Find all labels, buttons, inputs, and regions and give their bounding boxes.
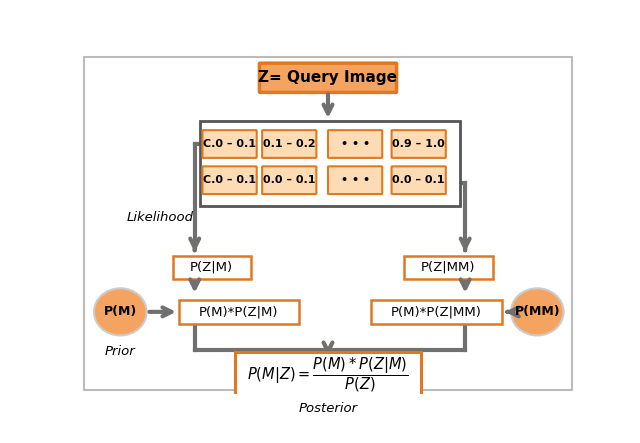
Text: 0.1 – 0.2: 0.1 – 0.2 xyxy=(263,139,316,149)
Text: P(M)*P(Z|M): P(M)*P(Z|M) xyxy=(199,305,278,319)
FancyBboxPatch shape xyxy=(259,63,397,93)
Text: 0.0 – 0.1: 0.0 – 0.1 xyxy=(392,175,445,185)
FancyBboxPatch shape xyxy=(202,167,257,194)
FancyBboxPatch shape xyxy=(202,130,257,158)
Text: P(Z|MM): P(Z|MM) xyxy=(421,261,476,274)
Bar xyxy=(404,256,493,279)
Text: • • •: • • • xyxy=(340,139,370,149)
Text: Likelihood: Likelihood xyxy=(127,211,193,224)
FancyBboxPatch shape xyxy=(392,130,446,158)
Text: • • •: • • • xyxy=(340,175,370,185)
Bar xyxy=(371,299,502,324)
Text: Z= Query Image: Z= Query Image xyxy=(259,70,397,85)
Text: $P(M|Z) = \dfrac{P(M) * P(Z|M)}{P(Z)}$: $P(M|Z) = \dfrac{P(M) * P(Z|M)}{P(Z)}$ xyxy=(247,356,409,394)
Text: 0.0 – 0.1: 0.0 – 0.1 xyxy=(263,175,316,185)
Bar xyxy=(179,299,299,324)
Bar xyxy=(200,121,460,206)
FancyBboxPatch shape xyxy=(392,167,446,194)
Bar xyxy=(235,352,421,398)
Text: P(M)*P(Z|MM): P(M)*P(Z|MM) xyxy=(391,305,482,319)
FancyBboxPatch shape xyxy=(262,167,316,194)
Text: Posterior: Posterior xyxy=(298,402,358,416)
Text: C.0 – 0.1: C.0 – 0.1 xyxy=(203,175,256,185)
FancyBboxPatch shape xyxy=(328,130,382,158)
Bar xyxy=(173,256,250,279)
Ellipse shape xyxy=(94,288,147,335)
Ellipse shape xyxy=(511,288,564,335)
FancyBboxPatch shape xyxy=(262,130,316,158)
FancyBboxPatch shape xyxy=(328,167,382,194)
Text: P(Z|M): P(Z|M) xyxy=(190,261,234,274)
Text: C.0 – 0.1: C.0 – 0.1 xyxy=(203,139,256,149)
Text: P(MM): P(MM) xyxy=(515,305,560,319)
Text: P(M): P(M) xyxy=(104,305,137,319)
Text: 0.9 – 1.0: 0.9 – 1.0 xyxy=(392,139,445,149)
Text: Prior: Prior xyxy=(105,346,136,358)
